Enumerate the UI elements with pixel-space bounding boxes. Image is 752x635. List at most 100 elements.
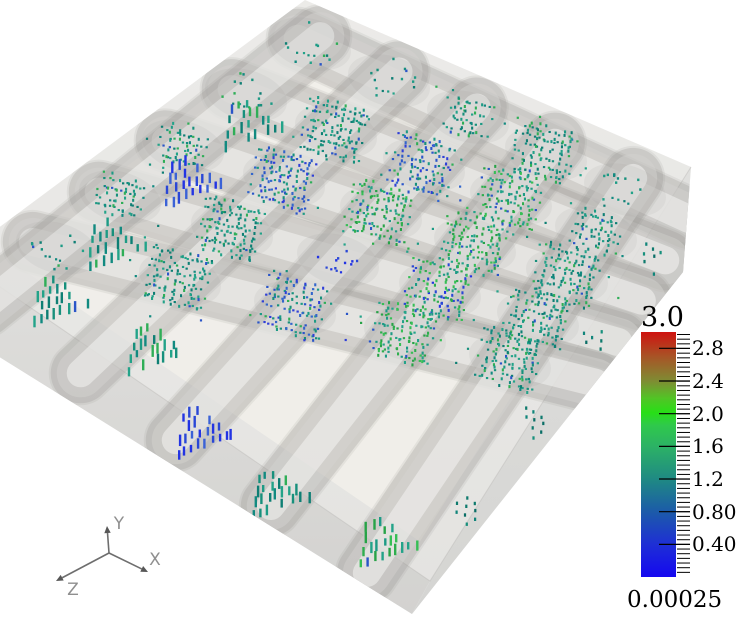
data-point (486, 193, 489, 197)
data-point (383, 235, 386, 238)
data-point (283, 150, 286, 154)
data-point (489, 340, 492, 344)
data-point (520, 335, 524, 338)
data-point (412, 80, 415, 83)
data-point (294, 60, 297, 63)
data-point (422, 311, 425, 315)
data-point (335, 106, 338, 110)
data-point (523, 197, 526, 201)
data-point (413, 165, 417, 168)
colorbar-tick-label: 2.8 (692, 336, 724, 360)
data-point (285, 192, 288, 195)
data-point (339, 128, 342, 132)
data-point (451, 163, 454, 166)
data-point (178, 272, 182, 275)
data-point (448, 148, 451, 152)
data-point (590, 296, 593, 299)
data-point (485, 206, 488, 209)
data-point (280, 174, 283, 177)
data-point (273, 269, 276, 272)
data-point (433, 178, 436, 181)
data-point (465, 522, 468, 526)
data-point (427, 162, 430, 166)
data-point (379, 517, 382, 527)
data-point (206, 184, 209, 193)
data-point (192, 126, 195, 130)
data-point (550, 256, 553, 259)
data-point (531, 295, 534, 298)
data-point (446, 215, 449, 218)
data-point (387, 241, 390, 245)
data-point (239, 243, 242, 247)
data-point (380, 313, 384, 316)
data-point (567, 155, 571, 158)
data-point (527, 218, 530, 222)
data-point (173, 147, 176, 150)
data-point (392, 325, 396, 328)
data-point (535, 349, 538, 353)
data-point (257, 194, 261, 197)
data-point (592, 264, 595, 268)
data-point (210, 260, 213, 263)
data-point (482, 115, 485, 118)
data-point (285, 270, 288, 273)
data-point (164, 285, 167, 289)
data-point (526, 128, 529, 132)
data-point (337, 257, 340, 260)
data-point (179, 129, 182, 133)
data-point (484, 367, 487, 370)
data-point (414, 182, 417, 186)
data-point (228, 115, 231, 124)
crossover-shadow (364, 308, 446, 362)
data-point (465, 504, 468, 508)
data-point (486, 328, 489, 331)
data-point (156, 342, 159, 354)
data-point (214, 236, 217, 240)
data-point (265, 196, 268, 199)
data-point (599, 229, 603, 232)
data-point (506, 350, 509, 354)
data-point (269, 493, 272, 502)
data-point (503, 122, 506, 125)
data-point (421, 188, 424, 191)
data-point (569, 165, 573, 168)
data-point (466, 257, 469, 261)
data-point (528, 208, 531, 212)
data-point (222, 243, 225, 247)
data-point (462, 285, 465, 289)
data-point (568, 239, 571, 242)
data-point (460, 117, 463, 121)
data-point (487, 167, 490, 170)
data-point (494, 210, 497, 214)
data-point (294, 334, 297, 338)
data-point (434, 164, 437, 168)
data-point (563, 268, 567, 271)
data-point (385, 210, 388, 214)
data-point (490, 216, 494, 219)
data-point (283, 174, 286, 177)
data-point (553, 137, 556, 141)
data-point (381, 551, 384, 561)
data-point (436, 172, 439, 175)
data-point (539, 158, 542, 162)
data-point (279, 327, 282, 330)
data-point (204, 243, 207, 247)
data-point (161, 351, 165, 363)
data-point (335, 259, 338, 262)
data-point (521, 132, 525, 135)
data-point (360, 321, 363, 324)
data-point (229, 205, 232, 209)
data-point (267, 115, 270, 124)
data-point (447, 256, 450, 260)
crossover-shadow (191, 203, 273, 257)
data-point (524, 125, 527, 128)
data-point (569, 140, 572, 144)
data-point (259, 184, 262, 188)
data-point (252, 510, 255, 522)
data-point (443, 240, 446, 243)
data-point (578, 235, 581, 239)
data-point (199, 306, 203, 309)
data-point (302, 170, 305, 173)
